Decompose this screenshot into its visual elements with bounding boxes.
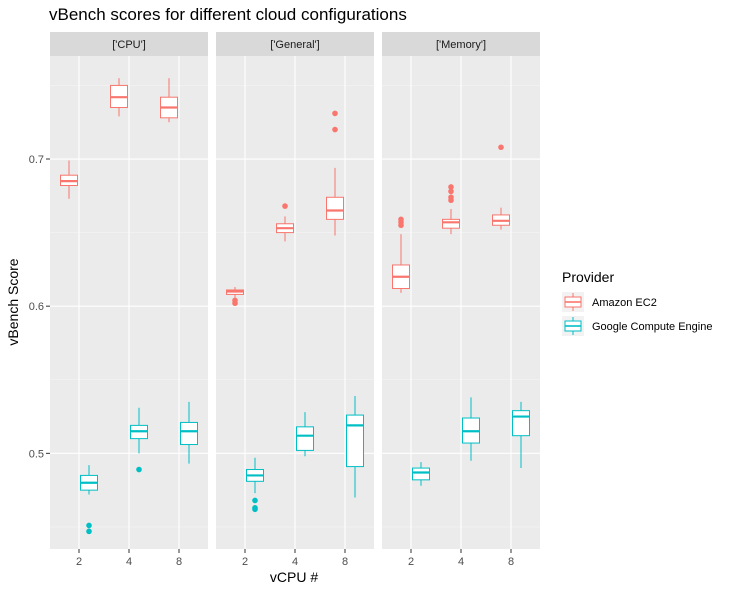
boxplot-4 (442, 184, 460, 235)
x-tick-label: 4 (458, 556, 464, 568)
outlier-point (232, 300, 238, 307)
box (180, 421, 198, 446)
outlier-point (448, 188, 454, 195)
outlier-point (332, 110, 338, 117)
y-axis-label: vBench Score (5, 258, 21, 345)
outlier-point (86, 522, 92, 529)
facet-label: ['General'] (270, 39, 319, 51)
facet-strip (50, 32, 208, 56)
legend-title: Provider (562, 269, 614, 285)
boxplot-2 (226, 287, 244, 307)
boxplot-4 (296, 412, 314, 457)
outlier-point (252, 506, 258, 513)
boxplot-4 (110, 78, 128, 117)
boxplot-4 (130, 407, 148, 473)
x-tick-label: 2 (242, 556, 248, 568)
boxplot-8 (160, 78, 178, 123)
legend-item: Google Compute Engine (562, 316, 712, 336)
x-tick-label: 8 (508, 556, 514, 568)
x-tick-label: 2 (408, 556, 414, 568)
box (512, 410, 530, 437)
legend-label: Amazon EC2 (592, 297, 657, 309)
legend-label: Google Compute Engine (592, 321, 712, 333)
panel-1: ['General'] (216, 32, 374, 549)
outlier-point (332, 126, 338, 133)
chart-title: vBench scores for different cloud config… (49, 5, 407, 24)
boxplot-8 (512, 401, 530, 469)
boxplot-2 (80, 465, 98, 535)
boxplot-8 (346, 395, 364, 498)
boxplot-2 (60, 160, 78, 199)
y-axis: 0.5 0.6 0.7 (29, 154, 50, 460)
legend: Provider Amazon EC2 Google Compute Engine (562, 269, 712, 336)
x-tick-label: 8 (176, 556, 182, 568)
boxplot-4 (462, 397, 480, 461)
boxplot-8 (492, 144, 510, 230)
panel-2: ['Memory'] (382, 32, 540, 549)
box (296, 426, 314, 451)
box (346, 414, 364, 468)
outlier-point (136, 466, 142, 473)
outlier-point (498, 144, 504, 151)
x-tick-label: 4 (126, 556, 132, 568)
facet-strip (382, 32, 540, 56)
x-tick-label: 4 (292, 556, 298, 568)
outlier-point (282, 203, 288, 209)
boxplot-2 (246, 457, 264, 513)
outlier-point (398, 222, 404, 229)
box (412, 467, 430, 481)
x-tick-label: 2 (76, 556, 82, 568)
boxplot-8 (326, 110, 344, 236)
y-tick-label: 0.6 (29, 301, 44, 313)
x-axis: 2 4 8 2 4 8 2 4 8 (76, 549, 514, 568)
box (326, 196, 344, 220)
legend-item: Amazon EC2 (562, 292, 657, 312)
outlier-point (448, 197, 454, 204)
facet-label: ['CPU'] (112, 39, 146, 51)
outlier-point (86, 528, 92, 535)
x-tick-label: 8 (342, 556, 348, 568)
facet-strip (216, 32, 374, 56)
outlier-point (252, 497, 258, 504)
boxplot-2 (392, 216, 410, 293)
y-tick-label: 0.7 (29, 154, 44, 166)
box (442, 218, 460, 229)
outlier-point (448, 184, 454, 190)
boxplot-4 (276, 203, 294, 242)
boxplot-2 (412, 462, 430, 486)
boxplot-8 (180, 401, 198, 464)
y-tick-label: 0.5 (29, 448, 44, 460)
panel-0: ['CPU'] (50, 32, 208, 549)
panels: ['CPU'] ['General'] ['Memory'] (50, 32, 540, 549)
x-axis-label: vCPU # (270, 569, 318, 585)
facet-label: ['Memory'] (436, 39, 486, 51)
